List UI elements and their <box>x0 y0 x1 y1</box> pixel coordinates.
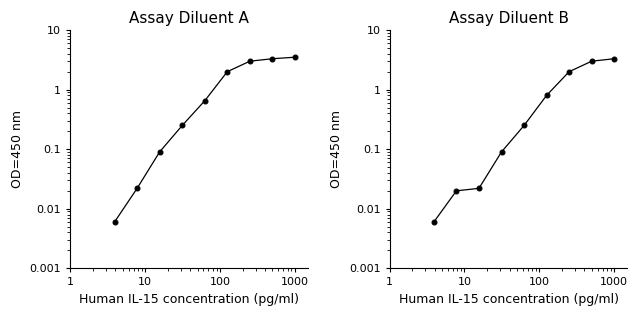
Title: Assay Diluent B: Assay Diluent B <box>449 11 568 26</box>
X-axis label: Human IL-15 concentration (pg/ml): Human IL-15 concentration (pg/ml) <box>399 293 618 306</box>
Y-axis label: OD=450 nm: OD=450 nm <box>330 110 344 188</box>
Y-axis label: OD=450 nm: OD=450 nm <box>11 110 24 188</box>
Title: Assay Diluent A: Assay Diluent A <box>129 11 249 26</box>
X-axis label: Human IL-15 concentration (pg/ml): Human IL-15 concentration (pg/ml) <box>79 293 300 306</box>
